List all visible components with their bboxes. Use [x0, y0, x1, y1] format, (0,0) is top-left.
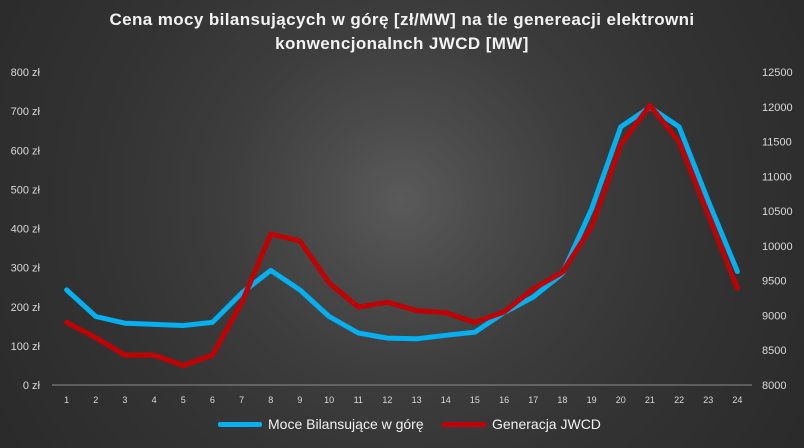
- x-axis-tick-label: 11: [354, 395, 363, 405]
- legend-item-generacja: Generacja JWCD: [442, 416, 601, 432]
- x-axis-tick-label: 18: [557, 395, 567, 405]
- x-axis-tick-label: 16: [499, 395, 509, 405]
- left-axis-tick-label: 100 zł: [11, 341, 41, 353]
- x-axis-tick-label: 21: [645, 395, 655, 405]
- x-axis-tick-label: 15: [470, 395, 480, 405]
- x-axis-tick-label: 4: [152, 395, 157, 405]
- chart-title-line-1: Cena mocy bilansujących w górę [zł/MW] n…: [109, 10, 695, 29]
- x-axis-tick-label: 13: [412, 395, 422, 405]
- right-axis-tick-label: 12500: [762, 67, 793, 79]
- legend-swatch-generacja: [442, 421, 486, 427]
- x-axis-tick-label: 6: [210, 395, 215, 405]
- legend-label-moce: Moce Bilansujące w górę: [268, 416, 424, 432]
- x-axis-tick-label: 5: [181, 395, 186, 405]
- x-axis-tick-label: 19: [587, 395, 597, 405]
- left-axis-tick-label: 200 zł: [11, 302, 41, 314]
- right-axis-tick-label: 9000: [762, 310, 786, 322]
- right-axis-tick-label: 8500: [762, 345, 786, 357]
- x-axis-tick-label: 7: [239, 395, 244, 405]
- x-axis-tick-label: 3: [122, 395, 127, 405]
- x-axis-tick-label: 14: [441, 395, 451, 405]
- left-axis-tick-label: 0 zł: [23, 380, 41, 392]
- right-axis-tick-label: 12000: [762, 102, 793, 114]
- left-axis-tick-label: 500 zł: [11, 184, 41, 196]
- x-axis-tick-label: 12: [382, 395, 392, 405]
- left-axis-tick-label: 700 zł: [11, 106, 41, 118]
- x-axis-tick-label: 9: [297, 395, 302, 405]
- left-axis-tick-label: 300 zł: [11, 263, 41, 275]
- right-axis-tick-label: 11500: [762, 137, 792, 149]
- x-axis-tick-label: 1: [64, 395, 69, 405]
- x-axis-tick-label: 20: [616, 395, 626, 405]
- right-axis-tick-label: 11000: [762, 171, 792, 183]
- right-axis-tick-label: 10000: [762, 241, 793, 253]
- right-axis-tick-label: 8000: [762, 380, 786, 392]
- left-axis-tick-label: 600 zł: [11, 145, 41, 157]
- legend-item-moce: Moce Bilansujące w górę: [218, 416, 424, 432]
- x-axis-tick-label: 10: [324, 395, 334, 405]
- x-axis-tick-label: 23: [703, 395, 713, 405]
- left-axis-tick-label: 800 zł: [11, 67, 41, 79]
- right-axis-tick-label: 9500: [762, 276, 786, 288]
- x-axis-tick-label: 22: [674, 395, 684, 405]
- legend-label-generacja: Generacja JWCD: [492, 416, 601, 432]
- x-axis-tick-label: 24: [732, 395, 742, 405]
- x-axis-tick-label: 8: [268, 395, 273, 405]
- right-axis-tick-label: 10500: [762, 206, 793, 218]
- chart-title-line-2: konwencjonalnch JWCD [MW]: [275, 34, 529, 53]
- x-axis-tick-label: 17: [528, 395, 538, 405]
- series-line-moce: [64, 104, 740, 342]
- legend-swatch-moce: [218, 421, 262, 427]
- series-line-generacja: [64, 102, 740, 368]
- x-axis-tick-label: 2: [93, 395, 98, 405]
- left-axis-tick-label: 400 zł: [11, 224, 41, 236]
